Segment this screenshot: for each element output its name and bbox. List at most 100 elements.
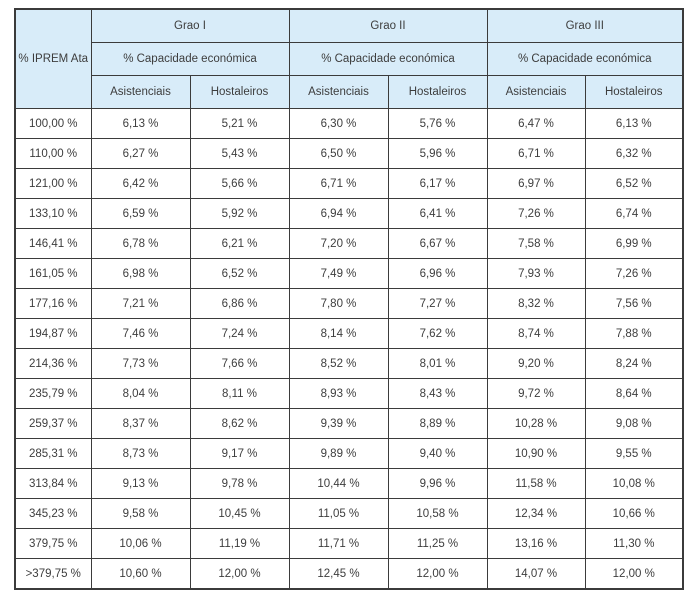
value-cell: 7,66 % [189, 348, 290, 379]
column-header-hostaleiros-1: Hostaleiros [189, 75, 290, 109]
value-cell: 5,21 % [189, 108, 290, 139]
value-cell: 12,45 % [288, 558, 389, 590]
value-cell: 8,93 % [288, 378, 389, 409]
column-header-asistenciais-1: Asistenciais [90, 75, 191, 109]
value-cell: 8,64 % [584, 378, 684, 409]
value-cell: 10,06 % [90, 528, 191, 559]
table-row: 146,41 % 6,78 % 6,21 % 7,20 % 6,67 % 7,58 % 6,… [14, 228, 684, 259]
value-cell: 8,11 % [189, 378, 290, 409]
value-cell: 10,28 % [486, 408, 586, 439]
value-cell: 5,66 % [189, 168, 290, 199]
value-cell: 6,13 % [584, 108, 684, 139]
iprem-cell: 110,00 % [14, 138, 92, 169]
group-header-grao-1: Grao I [90, 8, 290, 43]
iprem-capacity-table: % IPREM Ata Grao I Grao II Grao III % Ca… [14, 8, 685, 590]
value-cell: 6,86 % [189, 288, 290, 319]
value-cell: 9,17 % [189, 438, 290, 469]
value-cell: 6,21 % [189, 228, 290, 259]
table-header: % IPREM Ata Grao I Grao II Grao III % Ca… [14, 8, 684, 109]
iprem-cell: 133,10 % [14, 198, 92, 229]
table-row: 133,10 % 6,59 % 5,92 % 6,94 % 6,41 % 7,26 % 6,… [14, 198, 684, 229]
value-cell: 6,13 % [90, 108, 191, 139]
value-cell: 6,41 % [387, 198, 488, 229]
value-cell: 6,32 % [584, 138, 684, 169]
value-cell: 6,52 % [189, 258, 290, 289]
value-cell: 7,24 % [189, 318, 290, 349]
value-cell: 7,62 % [387, 318, 488, 349]
value-cell: 9,78 % [189, 468, 290, 499]
value-cell: 9,72 % [486, 378, 586, 409]
value-cell: 11,30 % [584, 528, 684, 559]
value-cell: 11,19 % [189, 528, 290, 559]
value-cell: 8,89 % [387, 408, 488, 439]
value-cell: 5,76 % [387, 108, 488, 139]
subheader-capacity-grao-1: % Capacidade económica [90, 42, 290, 76]
value-cell: 8,01 % [387, 348, 488, 379]
value-cell: 6,98 % [90, 258, 191, 289]
table-row: 161,05 % 6,98 % 6,52 % 7,49 % 6,96 % 7,93 % 7,… [14, 258, 684, 289]
table-row: 177,16 % 7,21 % 6,86 % 7,80 % 7,27 % 8,32 % 7,… [14, 288, 684, 319]
value-cell: 7,73 % [90, 348, 191, 379]
value-cell: 9,13 % [90, 468, 191, 499]
table-row: 313,84 % 9,13 % 9,78 % 10,44 % 9,96 % 11,58 %… [14, 468, 684, 499]
value-cell: 8,73 % [90, 438, 191, 469]
header-row-columns: Asistenciais Hostaleiros Asistenciais Ho… [15, 75, 684, 109]
value-cell: 14,07 % [486, 558, 586, 590]
value-cell: 9,55 % [584, 438, 684, 469]
value-cell: 8,62 % [189, 408, 290, 439]
group-header-grao-3: Grao III [486, 8, 684, 43]
iprem-cell: 177,16 % [14, 288, 92, 319]
value-cell: 8,14 % [288, 318, 389, 349]
value-cell: 7,26 % [584, 258, 684, 289]
value-cell: 7,46 % [90, 318, 191, 349]
value-cell: 7,21 % [90, 288, 191, 319]
table-row: 110,00 % 6,27 % 5,43 % 6,50 % 5,96 % 6,71 % 6,… [14, 138, 684, 169]
value-cell: 9,58 % [90, 498, 191, 529]
iprem-cell: 313,84 % [14, 468, 92, 499]
value-cell: 10,45 % [189, 498, 290, 529]
value-cell: 6,52 % [584, 168, 684, 199]
value-cell: 7,88 % [584, 318, 684, 349]
value-cell: 6,67 % [387, 228, 488, 259]
value-cell: 6,17 % [387, 168, 488, 199]
value-cell: 9,89 % [288, 438, 389, 469]
value-cell: 12,00 % [584, 558, 684, 590]
iprem-cell: 146,41 % [14, 228, 92, 259]
value-cell: 7,56 % [584, 288, 684, 319]
value-cell: 6,59 % [90, 198, 191, 229]
value-cell: 7,20 % [288, 228, 389, 259]
iprem-cell: 259,37 % [14, 408, 92, 439]
value-cell: 8,04 % [90, 378, 191, 409]
value-cell: 6,78 % [90, 228, 191, 259]
iprem-cell: 235,79 % [14, 378, 92, 409]
value-cell: 8,24 % [584, 348, 684, 379]
column-header-hostaleiros-2: Hostaleiros [387, 75, 488, 109]
table-row: 259,37 % 8,37 % 8,62 % 9,39 % 8,89 % 10,28 % 9… [14, 408, 684, 439]
value-cell: 5,92 % [189, 198, 290, 229]
header-row-group: % IPREM Ata Grao I Grao II Grao III [14, 8, 684, 109]
iprem-column-header: % IPREM Ata [14, 8, 92, 109]
iprem-cell: 121,00 % [14, 168, 92, 199]
value-cell: 10,58 % [387, 498, 488, 529]
value-cell: 7,26 % [486, 198, 586, 229]
value-cell: 9,08 % [584, 408, 684, 439]
value-cell: 6,96 % [387, 258, 488, 289]
table-row: 100,00 % 6,13 % 5,21 % 6,30 % 5,76 % 6,47 % 6,… [14, 108, 684, 139]
value-cell: 6,94 % [288, 198, 389, 229]
value-cell: 8,37 % [90, 408, 191, 439]
iprem-cell: >379,75 % [14, 558, 92, 590]
value-cell: 10,60 % [90, 558, 191, 590]
value-cell: 12,00 % [189, 558, 290, 590]
value-cell: 6,74 % [584, 198, 684, 229]
value-cell: 6,30 % [288, 108, 389, 139]
iprem-cell: 161,05 % [14, 258, 92, 289]
table-row: >379,75 % 10,60 % 12,00 % 12,45 % 12,00 % 14,… [14, 558, 684, 590]
value-cell: 6,42 % [90, 168, 191, 199]
table-row: 285,31 % 8,73 % 9,17 % 9,89 % 9,40 % 10,90 % 9… [14, 438, 684, 469]
header-row-subtitle: % Capacidade económica % Capacidade econ… [15, 42, 684, 76]
table-row: 235,79 % 8,04 % 8,11 % 8,93 % 8,43 % 9,72 % 8,… [14, 378, 684, 409]
subheader-capacity-grao-2: % Capacidade económica [288, 42, 488, 76]
value-cell: 9,40 % [387, 438, 488, 469]
value-cell: 7,58 % [486, 228, 586, 259]
